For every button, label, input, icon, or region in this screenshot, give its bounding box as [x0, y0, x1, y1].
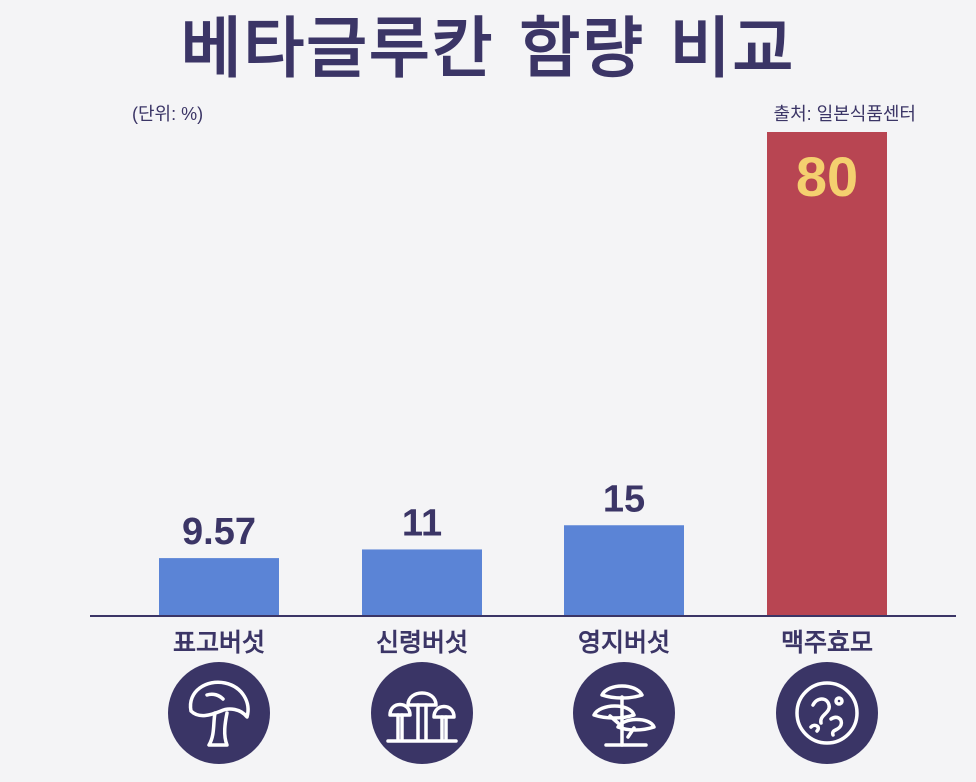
value-label-4: 80	[796, 145, 858, 208]
mushroom-cluster-icon	[371, 662, 473, 764]
bar-3	[564, 525, 684, 616]
unit-label: (단위: %)	[132, 104, 204, 124]
category-label-3: 영지버섯	[578, 628, 670, 657]
value-label-3: 15	[603, 478, 645, 520]
bar-1	[159, 558, 279, 616]
source-label: 출처: 일본식품센터	[773, 104, 916, 124]
category-label-2: 신령버섯	[376, 628, 468, 657]
value-label-2: 11	[402, 502, 442, 544]
reishi-mushroom-icon	[573, 662, 675, 764]
shiitake-mushroom-icon	[168, 662, 270, 764]
bar-4	[767, 132, 887, 616]
category-label-4: 맥주효모	[781, 628, 873, 657]
category-label-1: 표고버섯	[173, 628, 265, 657]
chart-title: 베타글루칸 함량 비교	[180, 10, 796, 87]
bar-2	[362, 549, 482, 616]
value-label-1: 9.57	[182, 511, 256, 553]
yeast-cell-icon	[776, 662, 878, 764]
